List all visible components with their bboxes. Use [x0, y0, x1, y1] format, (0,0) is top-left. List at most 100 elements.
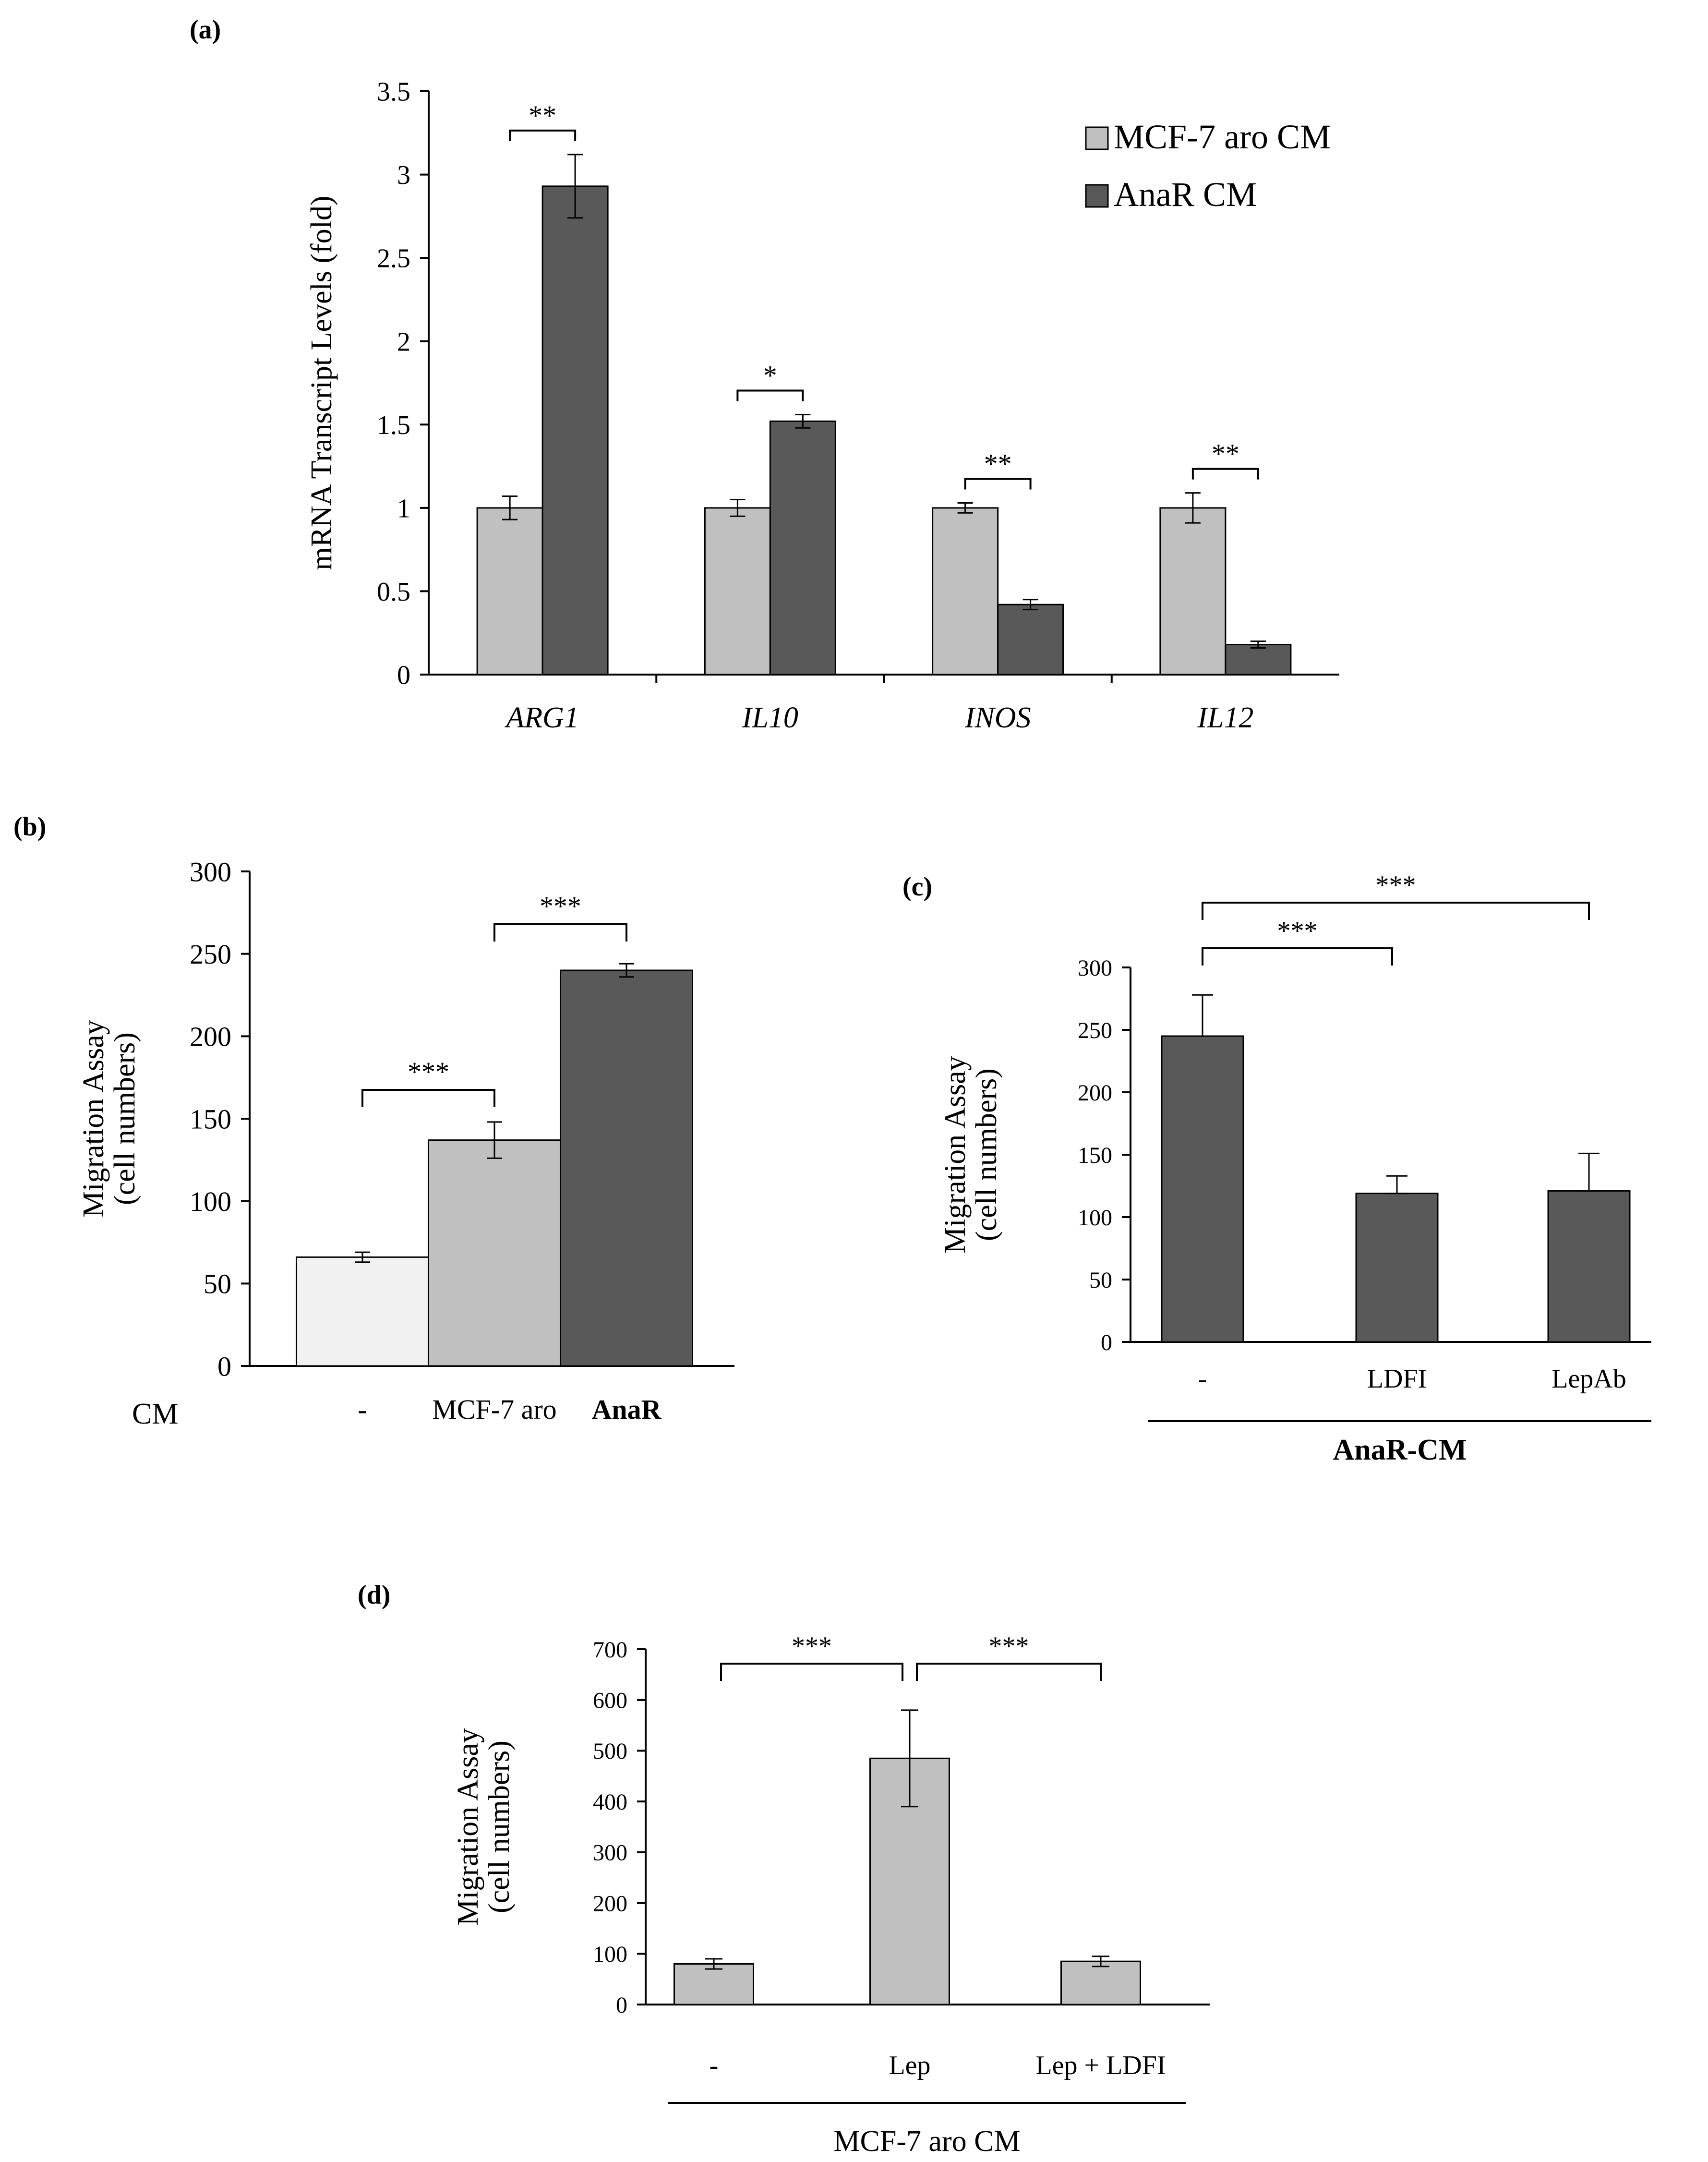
- significance-bracket: [361, 1089, 495, 1107]
- x-category-label: IL12: [1197, 701, 1253, 734]
- y-axis-title: Migration Assay: [939, 1056, 972, 1254]
- significance-bracket: [1202, 947, 1393, 966]
- y-axis-title: Migration Assay: [77, 1020, 110, 1218]
- error-bar: [1578, 1152, 1600, 1192]
- significance-bracket: [1191, 468, 1259, 480]
- x-category-label: IL10: [742, 701, 798, 734]
- significance-label: ***: [1277, 916, 1318, 946]
- legend-label: AnaR CM: [1114, 175, 1257, 214]
- y-tick-label: 400: [593, 1789, 627, 1815]
- significance-label: ***: [989, 1631, 1029, 1661]
- significance-bracket: [1202, 902, 1590, 920]
- error-bar: [567, 154, 583, 219]
- chart-a-mrna-levels: 0 0.5 1 1.5 2 2.5 3 3.5 mRNA Transcript Levels (…: [305, 77, 1339, 734]
- y-axis: 0 0.5 1 1.5 2 2.5 3 3.5: [377, 77, 430, 690]
- significance-label: ***: [408, 1056, 449, 1087]
- y-axis-subtitle: (cell numbers): [483, 1740, 516, 1913]
- y-tick-label: 1.5: [377, 411, 410, 440]
- error-bar: [901, 1709, 918, 1808]
- error-bar: [487, 1121, 502, 1159]
- significance-bracket: [509, 129, 577, 141]
- panel-label-d: (d): [358, 1580, 390, 1610]
- y-tick-label: 100: [1078, 1205, 1112, 1231]
- bar-anar-cm: [997, 604, 1064, 676]
- y-tick-label: 0: [217, 1351, 231, 1382]
- y-tick-label: 250: [190, 939, 231, 970]
- error-bar: [1250, 640, 1266, 649]
- y-tick-label: 3: [397, 160, 410, 190]
- significance-bracket: [916, 1663, 1102, 1681]
- significance-bracket: [720, 1663, 903, 1681]
- x-category-label: INOS: [964, 701, 1031, 734]
- y-tick-label: 50: [204, 1268, 231, 1300]
- x-category-label: -: [1198, 1364, 1207, 1394]
- x-category-label: LepAb: [1552, 1364, 1626, 1394]
- x-axis-title: CM: [132, 1398, 178, 1430]
- y-tick-label: 500: [593, 1739, 627, 1764]
- significance-label: *: [763, 360, 777, 391]
- group-label: MCF-7 aro CM: [833, 2125, 1020, 2158]
- y-tick-label: 200: [1078, 1080, 1112, 1106]
- y-tick-label: 200: [190, 1021, 231, 1052]
- y-tick-label: 3.5: [377, 77, 410, 107]
- error-bar: [705, 1958, 722, 1970]
- y-tick-label: 0: [1101, 1330, 1112, 1355]
- y-tick-label: 0.5: [377, 577, 410, 607]
- y-tick-label: 300: [190, 856, 231, 887]
- y-tick-label: 1: [397, 494, 410, 523]
- bar: [296, 1256, 429, 1367]
- error-bar: [1092, 1956, 1109, 1968]
- chart-b-migration: 0 50 100 150 200 250 300 Migration Assay(cell n…: [77, 856, 734, 1430]
- significance-label: ***: [540, 891, 581, 922]
- y-tick-label: 100: [190, 1186, 231, 1217]
- bar: [560, 969, 693, 1367]
- y-tick-label: 150: [1078, 1143, 1112, 1168]
- bar-anar-cm: [1225, 644, 1292, 676]
- y-axis: 0 50 100 150 200 250 300: [190, 856, 251, 1382]
- bar: [428, 1139, 561, 1367]
- panel-label-a: (a): [190, 15, 221, 45]
- y-tick-label: 150: [190, 1103, 231, 1135]
- y-axis-subtitle: (cell numbers): [970, 1068, 1003, 1241]
- error-bar: [730, 499, 746, 517]
- significance-label: ***: [792, 1631, 832, 1661]
- y-tick-label: 0: [616, 1993, 627, 2018]
- bar-mcf7-aro-cm: [932, 507, 999, 676]
- significance-label: **: [529, 100, 556, 131]
- y-tick-label: 300: [593, 1840, 627, 1866]
- panel-label-c: (c): [902, 872, 932, 902]
- x-category-label: ARG1: [504, 701, 579, 734]
- bar-mcf7-aro-cm: [1159, 507, 1227, 676]
- bar-mcf7-aro-cm: [704, 507, 771, 676]
- y-tick-label: 250: [1078, 1018, 1112, 1043]
- error-bar: [795, 413, 811, 429]
- error-bar: [1185, 492, 1201, 524]
- chart-d-migration-mcf7: 0 100 200 300 400 500 600 700 Migration Assay(ce…: [452, 1631, 1210, 2158]
- error-bar: [502, 495, 518, 520]
- y-tick-label: 200: [593, 1891, 627, 1916]
- legend-swatch: [1085, 126, 1109, 150]
- bar: [1060, 1960, 1141, 2005]
- x-category-label: AnaR: [591, 1394, 662, 1425]
- x-category-label: Lep: [889, 2051, 930, 2080]
- error-bar: [1386, 1175, 1407, 1195]
- y-axis: 0 100 200 300 400 500 600 700: [593, 1637, 647, 2018]
- error-bar: [355, 1251, 370, 1263]
- error-bar: [1192, 994, 1213, 1037]
- significance-label: **: [984, 448, 1012, 479]
- x-category-label: MCF-7 aro: [432, 1394, 556, 1425]
- y-axis: 0 50 100 150 200 250 300: [1078, 955, 1131, 1355]
- bar-mcf7-aro-cm: [476, 507, 543, 676]
- legend-swatch: [1085, 184, 1109, 208]
- bar-anar-cm: [541, 185, 609, 676]
- y-axis-title: Migration Assay: [452, 1728, 484, 1926]
- y-axis-subtitle: (cell numbers): [108, 1032, 141, 1205]
- y-tick-label: 50: [1089, 1268, 1112, 1293]
- y-axis-title: mRNA Transcript Levels (fold): [305, 195, 338, 570]
- x-category-label: Lep + LDFI: [1035, 2051, 1166, 2080]
- significance-bracket: [964, 478, 1032, 490]
- y-tick-label: 2.5: [377, 244, 410, 274]
- x-category-label: LDFI: [1367, 1364, 1427, 1394]
- bar: [1161, 1035, 1244, 1343]
